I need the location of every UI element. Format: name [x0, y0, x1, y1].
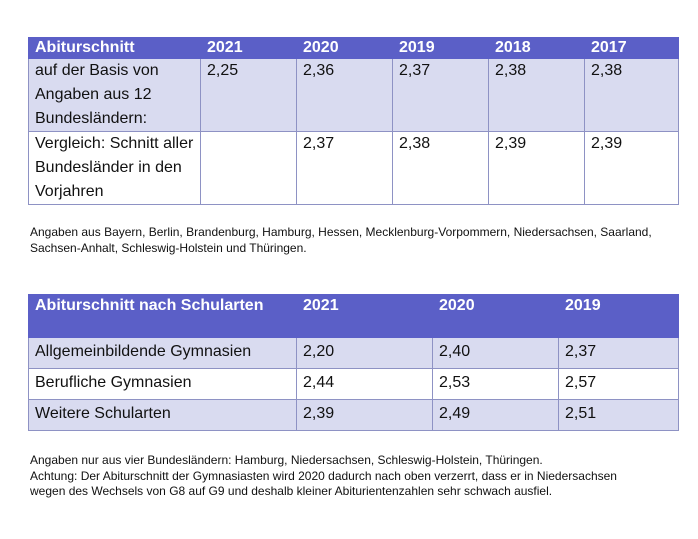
- row-label: auf der Basis von Angaben aus 12 Bundesl…: [28, 58, 201, 132]
- table-cell: 2,53: [432, 368, 559, 400]
- row-label: Vergleich: Schnitt aller Bundesländer in…: [28, 131, 201, 205]
- row-label: Allgemeinbildende Gymnasien: [28, 337, 297, 369]
- table-row: Weitere Schularten 2,39 2,49 2,51: [28, 399, 679, 431]
- table-cell: 2,37: [296, 131, 393, 205]
- table-header-row: Abiturschnitt 2021 2020 2019 2018 2017: [28, 37, 679, 59]
- table-cell: 2,39: [296, 399, 433, 431]
- column-header: 2021: [200, 37, 297, 59]
- column-header: 2019: [558, 294, 679, 338]
- column-header: 2020: [296, 37, 393, 59]
- table-cell: 2,39: [584, 131, 679, 205]
- table-cell: 2,20: [296, 337, 433, 369]
- column-header: 2018: [488, 37, 585, 59]
- table-cell: 2,25: [200, 58, 297, 132]
- column-header: 2020: [432, 294, 559, 338]
- table-cell: 2,39: [488, 131, 585, 205]
- column-header: Abiturschnitt nach Schularten: [28, 294, 297, 338]
- column-header: 2019: [392, 37, 489, 59]
- table-cell: 2,38: [392, 131, 489, 205]
- table-cell: 2,37: [392, 58, 489, 132]
- row-label: Berufliche Gymnasien: [28, 368, 297, 400]
- table-row: auf der Basis von Angaben aus 12 Bundesl…: [28, 58, 679, 132]
- footnote-line: Achtung: Der Abiturschnitt der Gymnasias…: [30, 468, 617, 499]
- table-cell: 2,36: [296, 58, 393, 132]
- table-cell: 2,40: [432, 337, 559, 369]
- table-cell: [200, 131, 297, 205]
- footnote-line: Angaben nur aus vier Bundesländern: Hamb…: [30, 453, 543, 467]
- footnote-schularten: Angaben nur aus vier Bundesländern: Hamb…: [30, 453, 650, 500]
- abiturschnitt-table: Abiturschnitt 2021 2020 2019 2018 2017 a…: [28, 37, 679, 205]
- row-label: Weitere Schularten: [28, 399, 297, 431]
- table-cell: 2,49: [432, 399, 559, 431]
- column-header: 2017: [584, 37, 679, 59]
- table-row: Allgemeinbildende Gymnasien 2,20 2,40 2,…: [28, 337, 679, 369]
- table-header-row: Abiturschnitt nach Schularten 2021 2020 …: [28, 294, 679, 338]
- table-cell: 2,57: [558, 368, 679, 400]
- schularten-table: Abiturschnitt nach Schularten 2021 2020 …: [28, 294, 679, 431]
- table-row: Berufliche Gymnasien 2,44 2,53 2,57: [28, 368, 679, 400]
- table-cell: 2,37: [558, 337, 679, 369]
- table-cell: 2,38: [584, 58, 679, 132]
- footnote-bundeslaender: Angaben aus Bayern, Berlin, Brandenburg,…: [30, 225, 652, 255]
- table-row: Vergleich: Schnitt aller Bundesländer in…: [28, 131, 679, 205]
- column-header: 2021: [296, 294, 433, 338]
- table-cell: 2,44: [296, 368, 433, 400]
- table-cell: 2,38: [488, 58, 585, 132]
- table-cell: 2,51: [558, 399, 679, 431]
- column-header: Abiturschnitt: [28, 37, 201, 59]
